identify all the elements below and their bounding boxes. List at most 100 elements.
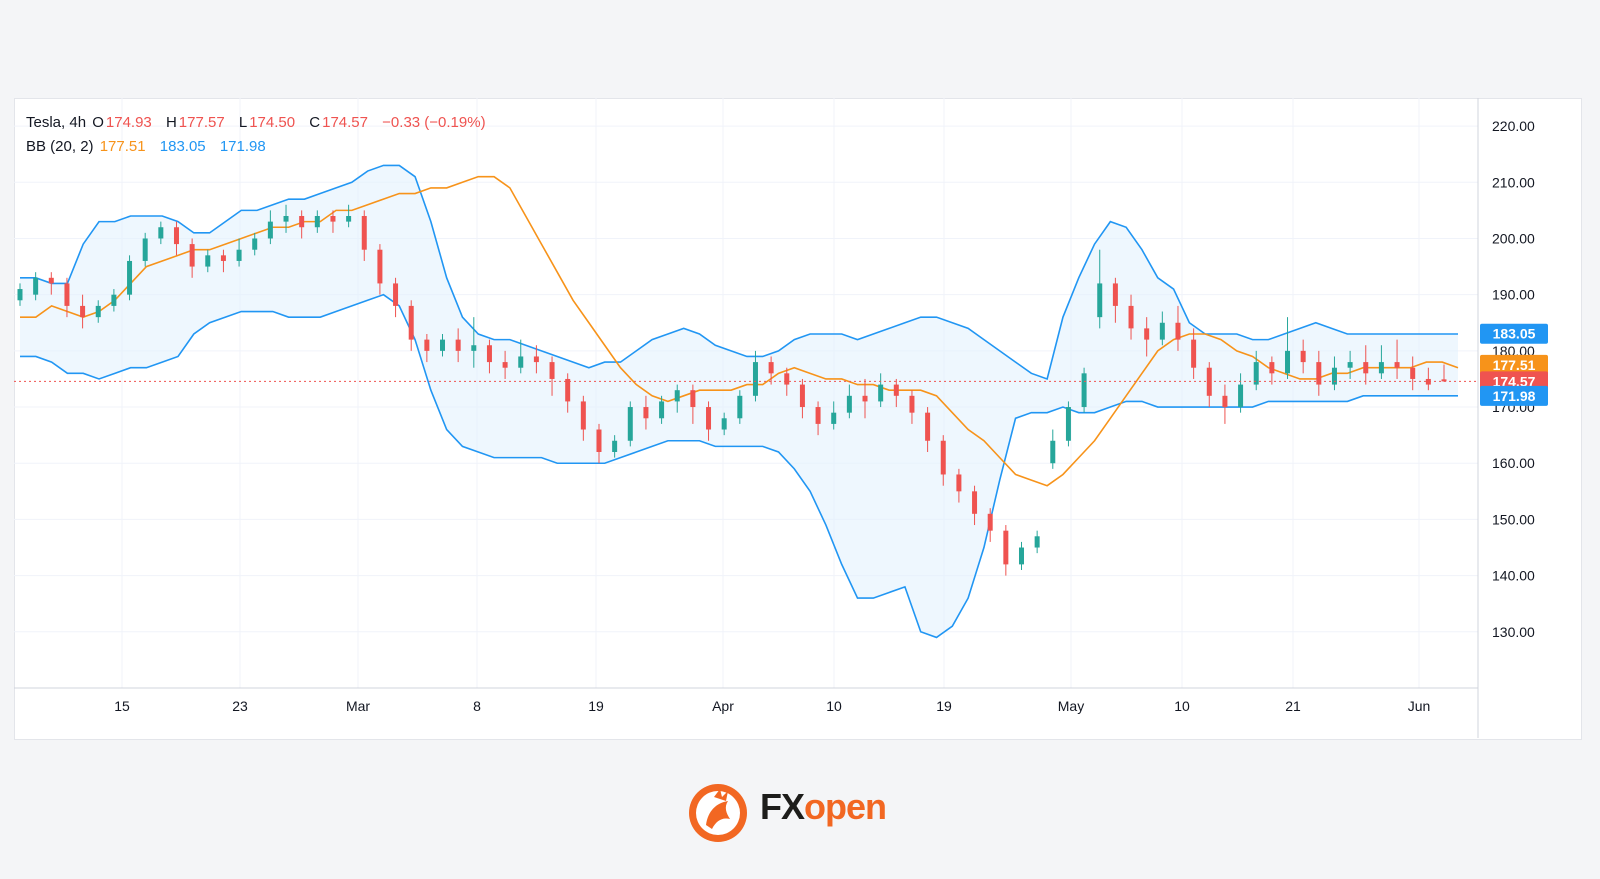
candle-down [596, 429, 602, 452]
candle-down [424, 339, 430, 351]
candle-up [627, 407, 633, 441]
top-band [0, 0, 1600, 84]
candle-down [815, 407, 821, 424]
candle-up [267, 221, 273, 239]
candle-down [1269, 362, 1275, 374]
candle-down [220, 255, 226, 261]
low-value: 174.50 [249, 114, 296, 131]
candle-up [1159, 322, 1165, 340]
candle-up [95, 305, 101, 318]
candle-up [440, 339, 446, 351]
candle-down [1003, 530, 1009, 565]
candle-down [987, 513, 993, 531]
candle-down [893, 384, 899, 396]
candle-down [80, 305, 86, 318]
price-label-badge [1480, 354, 1548, 375]
candle-up [346, 216, 352, 222]
candle-down [1363, 362, 1369, 374]
candle-up [846, 395, 852, 413]
candle-down [706, 407, 712, 430]
price-label-text: 171.98 [1493, 388, 1536, 404]
candle-up [1034, 536, 1040, 548]
x-tick-label: Jun [1408, 698, 1431, 714]
candle-down [1222, 395, 1228, 408]
x-tick-label: 10 [1174, 698, 1190, 714]
candle-up [878, 384, 884, 402]
candle-down [799, 384, 805, 408]
candle-down [909, 395, 915, 413]
candle-up [205, 255, 211, 267]
candle-down [330, 216, 336, 222]
bb-mid-value: 177.51 [99, 138, 146, 155]
candle-up [111, 294, 117, 306]
candle-down [690, 390, 696, 408]
ohlc-row: Tesla, 4h O 174.93 H 177.57 L 174.50 C 174.5… [26, 111, 496, 135]
candle-down [361, 216, 367, 250]
candle-down [408, 305, 414, 340]
candle-down [48, 277, 54, 284]
x-tick-label: 10 [826, 698, 842, 714]
candle-up [1018, 547, 1024, 565]
candle-down [1441, 379, 1447, 382]
x-tick-label: 8 [473, 698, 481, 714]
low-label: L [238, 114, 248, 131]
candle-up [518, 356, 524, 368]
candle-down [1410, 367, 1416, 379]
candle-up [252, 238, 258, 250]
candle-up [142, 238, 148, 261]
candle-down [956, 474, 962, 492]
bb-row: BB (20, 2) 177.51 183.05 171.98 [26, 135, 496, 159]
symbol-label: Tesla, 4h [26, 114, 87, 131]
candle-up [314, 216, 320, 228]
candle-down [972, 491, 978, 514]
candle-up [1081, 373, 1087, 408]
candle-down [565, 378, 571, 402]
candle-up [158, 227, 164, 239]
candle-down [486, 345, 492, 363]
high-value: 177.57 [178, 114, 225, 131]
candle-up [1253, 362, 1259, 385]
chart-axes: 220.00210.00200.00190.00180.00170.00160.… [14, 98, 1548, 738]
x-tick-label: Apr [712, 698, 734, 714]
y-tick-label: 140.00 [1492, 568, 1535, 584]
bb-label: BB (20, 2) [26, 138, 94, 155]
candle-up [1238, 384, 1244, 408]
candle-up [674, 390, 680, 402]
candle-down [1300, 350, 1306, 363]
candle-down [377, 249, 383, 284]
candle-up [737, 395, 743, 419]
candle-down [862, 395, 868, 402]
price-label-text: 174.57 [1493, 373, 1536, 389]
candle-up [1331, 367, 1337, 385]
candle-down [455, 339, 461, 351]
y-tick-label: 210.00 [1492, 174, 1535, 190]
candle-down [299, 216, 305, 228]
price-label-text: 177.51 [1493, 357, 1536, 373]
candle-up [471, 345, 477, 351]
candle-down [1425, 378, 1431, 385]
candle-up [1285, 350, 1291, 374]
bb-upper-line [20, 164, 1458, 380]
candle-up [659, 401, 665, 419]
candle-up [612, 440, 618, 452]
candle-down [643, 407, 649, 419]
candle-up [1347, 362, 1353, 368]
y-tick-label: 220.00 [1492, 118, 1535, 134]
close-label: C [309, 114, 321, 131]
y-tick-label: 160.00 [1492, 455, 1535, 471]
candle-down [189, 244, 195, 267]
x-tick-label: May [1058, 698, 1084, 714]
candle-down [533, 356, 539, 363]
candle-up [33, 277, 39, 295]
candle-up [752, 362, 758, 396]
price-label-badge [1480, 385, 1548, 406]
x-tick-label: 23 [232, 698, 248, 714]
open-value: 174.93 [105, 114, 152, 131]
candle-down [1175, 322, 1181, 340]
candle-down [502, 362, 508, 368]
candle-up [127, 260, 133, 295]
candle-down [1144, 328, 1150, 340]
fxopen-logo-icon [689, 784, 747, 842]
footer [0, 752, 1600, 879]
